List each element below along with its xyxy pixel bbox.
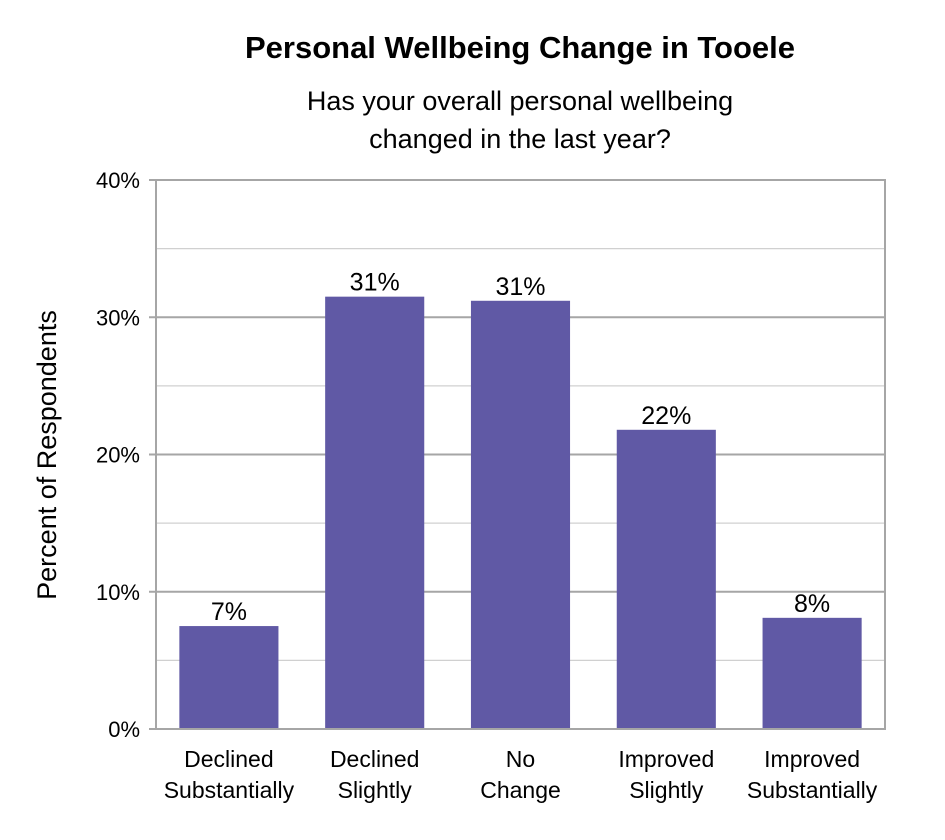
y-tick-label-0: 0%: [108, 717, 140, 742]
y-tick-label-3: 30%: [96, 305, 140, 330]
chart-title: Personal Wellbeing Change in Tooele: [245, 30, 795, 65]
chart-subtitle-line-1: Has your overall personal wellbeing: [307, 86, 733, 116]
x-tick-label-2: No Change: [480, 746, 561, 803]
x-tick-label-3: Improved Slightly: [618, 746, 714, 803]
x-tick-label-4-line-0: Improved: [764, 746, 860, 772]
x-tick-label-1-line-1: Slightly: [338, 777, 413, 803]
x-tick-label-3-line-0: Improved: [618, 746, 714, 772]
x-tick-label-0-line-0: Declined: [184, 746, 274, 772]
x-tick-label-2-line-0: No: [506, 746, 535, 772]
x-tick-label-0: Declined Substantially: [164, 746, 295, 803]
data-label-4: 8%: [794, 590, 830, 618]
x-tick-label-0-line-1: Substantially: [164, 777, 295, 803]
bar-3: [616, 429, 716, 729]
y-tick-label-4: 40%: [96, 168, 140, 193]
data-label-2: 31%: [495, 273, 545, 301]
data-label-0: 7%: [211, 598, 247, 626]
x-tick-label-1: Declined Slightly: [330, 746, 420, 803]
x-axis-ticks: Declined Substantially Declined Slightly No C…: [164, 746, 878, 803]
bar-2: [470, 300, 571, 729]
x-tick-label-3-line-1: Slightly: [629, 777, 704, 803]
data-label-3: 22%: [641, 402, 691, 430]
bars: [179, 296, 862, 729]
y-axis-label: Percent of Respondents: [32, 310, 62, 600]
chart-subtitle-line-2: changed in the last year?: [369, 124, 671, 154]
y-tick-label-2: 20%: [96, 443, 140, 468]
x-tick-label-4: Improved Substantially: [747, 746, 878, 803]
data-label-1: 31%: [350, 269, 400, 297]
bar-1: [325, 296, 425, 729]
y-tick-label-1: 10%: [96, 580, 140, 605]
x-tick-label-1-line-0: Declined: [330, 746, 420, 772]
bar-0: [179, 626, 279, 729]
data-labels: 7% 31% 31% 22% 8%: [211, 269, 830, 626]
x-tick-label-2-line-1: Change: [480, 777, 561, 803]
x-tick-label-4-line-1: Substantially: [747, 777, 878, 803]
bar-4: [762, 617, 862, 729]
y-axis-ticks: 0% 10% 20% 30% 40%: [96, 168, 156, 742]
